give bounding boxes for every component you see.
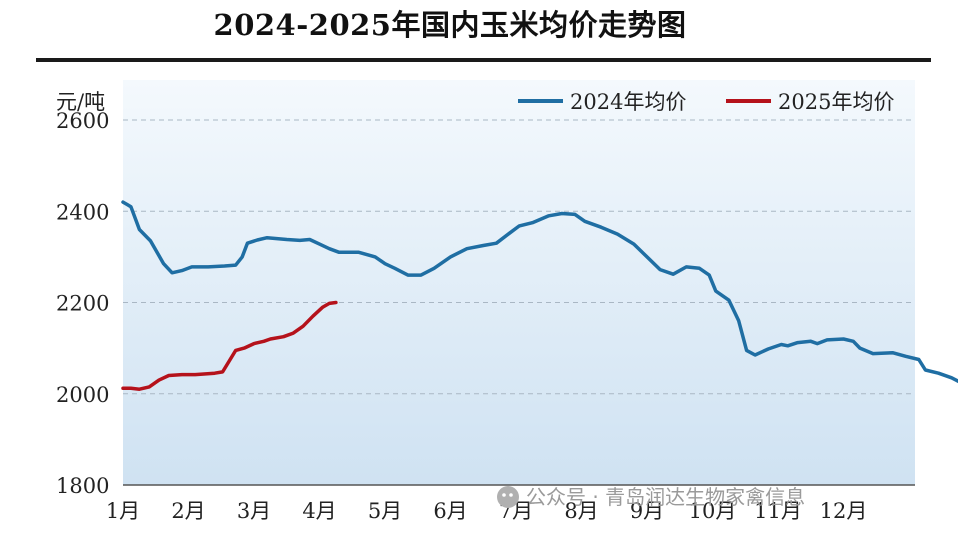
y-tick-label: 2600 bbox=[56, 109, 109, 133]
x-tick-label: 12月 bbox=[820, 499, 868, 523]
x-tick-label: 1月 bbox=[106, 499, 140, 523]
y-tick-labels: 2600 2400 2200 2000 1800 bbox=[56, 109, 109, 498]
legend: 2024年均价 2025年均价 bbox=[518, 90, 894, 114]
x-tick-label: 5月 bbox=[368, 499, 402, 523]
plot-background bbox=[123, 80, 915, 485]
y-tick-label: 1800 bbox=[56, 474, 109, 498]
x-tick-label: 2月 bbox=[171, 499, 205, 523]
y-axis-unit-label: 元/吨 bbox=[56, 90, 105, 114]
y-tick-label: 2400 bbox=[56, 200, 109, 224]
x-tick-label: 6月 bbox=[433, 499, 467, 523]
series-line-2024 bbox=[121, 200, 958, 384]
y-tick-label: 2000 bbox=[56, 383, 109, 407]
watermark: 公众号 · 青岛润达生物家禽信息 bbox=[497, 485, 805, 509]
x-tick-label: 10月 bbox=[689, 499, 737, 523]
legend-label-2025: 2025年均价 bbox=[778, 90, 894, 114]
x-tick-label: 8月 bbox=[564, 499, 598, 523]
legend-label-2024: 2024年均价 bbox=[570, 90, 686, 114]
gridlines bbox=[123, 119, 915, 395]
chart-title: 2024-2025年国内玉米均价走势图 bbox=[213, 8, 687, 42]
series-lines bbox=[121, 200, 958, 391]
x-tick-label: 4月 bbox=[302, 499, 336, 523]
x-tick-label: 11月 bbox=[754, 499, 802, 523]
wechat-logo-icon bbox=[497, 486, 519, 508]
x-tick-labels: 1月 2月 3月 4月 5月 6月 7月 8月 9月 10月 11月 12月 bbox=[106, 499, 868, 523]
x-tick-label: 3月 bbox=[237, 499, 271, 523]
x-tick-label: 9月 bbox=[630, 499, 664, 523]
series-line-2025 bbox=[121, 300, 338, 391]
y-tick-label: 2200 bbox=[56, 292, 109, 316]
title-underline bbox=[36, 58, 931, 62]
watermark-text: 公众号 · 青岛润达生物家禽信息 bbox=[526, 485, 805, 509]
